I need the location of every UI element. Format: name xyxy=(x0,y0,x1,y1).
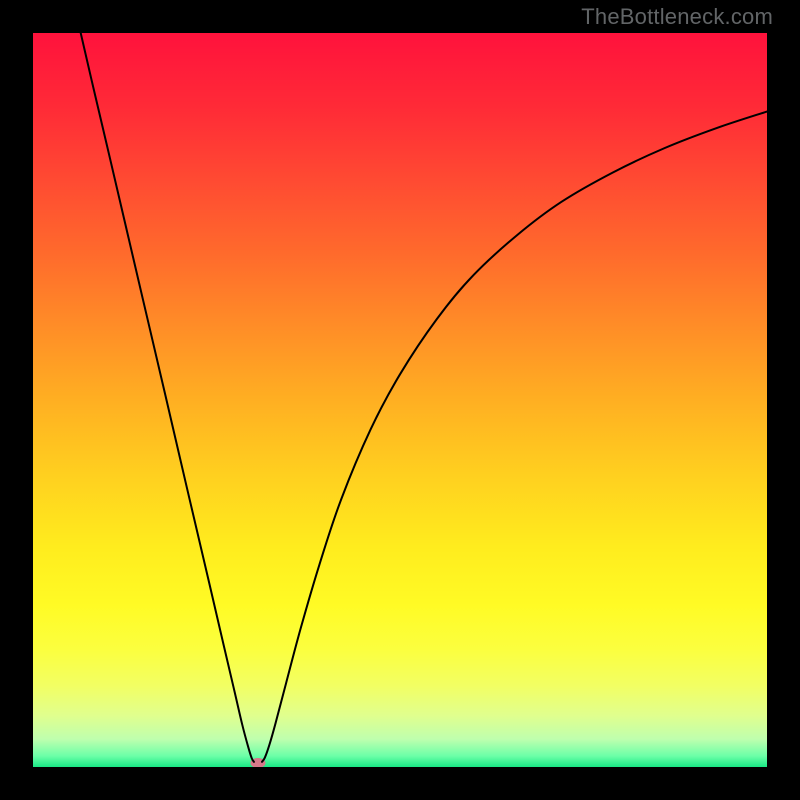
figure-frame: TheBottleneck.com xyxy=(0,0,800,800)
watermark-text: TheBottleneck.com xyxy=(581,4,773,30)
chart-background-gradient xyxy=(33,33,767,767)
chart-plot-area xyxy=(33,33,767,767)
